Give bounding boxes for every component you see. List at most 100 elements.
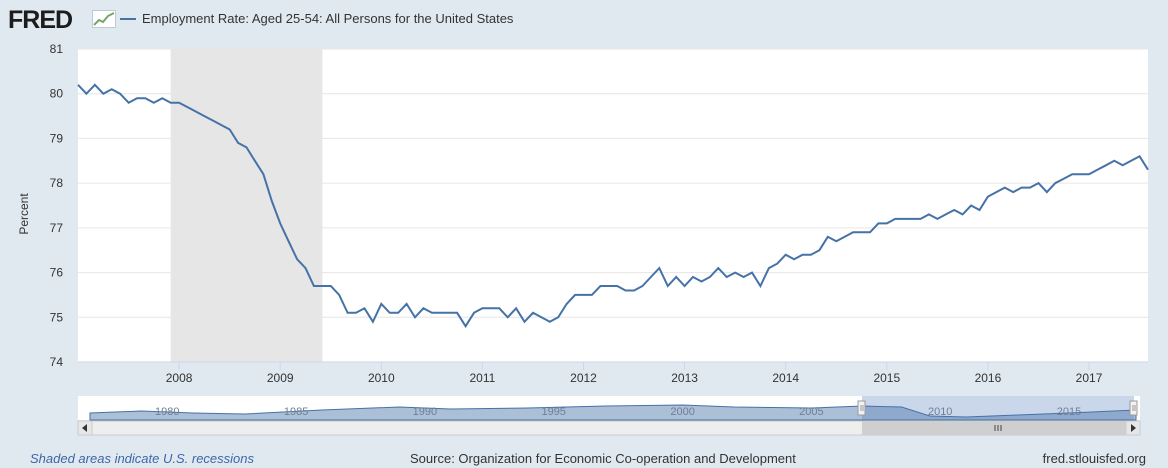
data-point[interactable] (312, 284, 316, 288)
data-point[interactable] (472, 311, 476, 315)
data-point[interactable] (379, 302, 383, 306)
data-point[interactable] (84, 92, 88, 96)
data-point[interactable] (405, 302, 409, 306)
data-point[interactable] (531, 311, 535, 315)
data-point[interactable] (826, 235, 830, 239)
data-point[interactable] (354, 311, 358, 315)
data-point[interactable] (750, 271, 754, 275)
data-point[interactable] (961, 212, 965, 216)
data-point[interactable] (716, 266, 720, 270)
data-point[interactable] (135, 96, 139, 100)
data-point[interactable] (396, 311, 400, 315)
data-point[interactable] (245, 145, 249, 149)
data-point[interactable] (1037, 181, 1041, 185)
data-point[interactable] (565, 302, 569, 306)
data-point[interactable] (447, 311, 451, 315)
data-point[interactable] (775, 262, 779, 266)
data-point[interactable] (506, 315, 510, 319)
data-point[interactable] (1129, 159, 1133, 163)
data-point[interactable] (523, 320, 527, 324)
data-point[interactable] (202, 114, 206, 118)
data-point[interactable] (1028, 186, 1032, 190)
data-point[interactable] (641, 284, 645, 288)
data-point[interactable] (143, 96, 147, 100)
data-point[interactable] (590, 293, 594, 297)
data-point[interactable] (615, 284, 619, 288)
data-point[interactable] (893, 217, 897, 221)
data-point[interactable] (860, 230, 864, 234)
data-point[interactable] (725, 275, 729, 279)
data-point[interactable] (270, 199, 274, 203)
data-point[interactable] (700, 280, 704, 284)
data-point[interactable] (919, 217, 923, 221)
data-point[interactable] (1146, 168, 1150, 172)
data-point[interactable] (952, 208, 956, 212)
left-arrow-icon[interactable] (77, 420, 93, 436)
data-point[interactable] (514, 306, 518, 310)
data-point[interactable] (1020, 186, 1024, 190)
data-point[interactable] (304, 266, 308, 270)
data-point[interactable] (598, 284, 602, 288)
data-point[interactable] (76, 83, 80, 87)
data-point[interactable] (1087, 172, 1091, 176)
data-point[interactable] (809, 253, 813, 257)
data-point[interactable] (101, 92, 105, 96)
data-point[interactable] (186, 105, 190, 109)
data-point[interactable] (219, 123, 223, 127)
data-point[interactable] (152, 101, 156, 105)
data-point[interactable] (876, 221, 880, 225)
data-point[interactable] (683, 284, 687, 288)
data-point[interactable] (607, 284, 611, 288)
data-point[interactable] (236, 141, 240, 145)
data-point[interactable] (758, 284, 762, 288)
data-point[interactable] (851, 230, 855, 234)
data-point[interactable] (455, 311, 459, 315)
data-point[interactable] (261, 172, 265, 176)
data-point[interactable] (1112, 159, 1116, 163)
site-link[interactable]: fred.stlouisfed.org (1042, 451, 1146, 466)
data-point[interactable] (978, 208, 982, 212)
data-point[interactable] (253, 159, 257, 163)
data-point[interactable] (1079, 172, 1083, 176)
data-point[interactable] (430, 311, 434, 315)
data-point[interactable] (388, 311, 392, 315)
data-point[interactable] (421, 306, 425, 310)
data-point[interactable] (371, 320, 375, 324)
data-point[interactable] (464, 324, 468, 328)
data-point[interactable] (674, 275, 678, 279)
data-point[interactable] (1003, 186, 1007, 190)
data-point[interactable] (480, 306, 484, 310)
data-point[interactable] (169, 101, 173, 105)
data-point[interactable] (910, 217, 914, 221)
data-point[interactable] (489, 306, 493, 310)
data-point[interactable] (556, 315, 560, 319)
fred-logo[interactable]: FRED (8, 6, 73, 34)
data-point[interactable] (497, 306, 501, 310)
data-point[interactable] (287, 239, 291, 243)
data-point[interactable] (817, 248, 821, 252)
data-point[interactable] (666, 284, 670, 288)
data-point[interactable] (1095, 168, 1099, 172)
data-point[interactable] (649, 275, 653, 279)
data-point[interactable] (902, 217, 906, 221)
data-point[interactable] (691, 275, 695, 279)
data-point[interactable] (320, 284, 324, 288)
data-point[interactable] (742, 275, 746, 279)
data-point[interactable] (708, 275, 712, 279)
data-point[interactable] (927, 212, 931, 216)
data-point[interactable] (363, 306, 367, 310)
data-point[interactable] (733, 271, 737, 275)
data-point[interactable] (93, 83, 97, 87)
data-point[interactable] (539, 315, 543, 319)
data-point[interactable] (573, 293, 577, 297)
data-point[interactable] (792, 257, 796, 261)
data-point[interactable] (801, 253, 805, 257)
data-point[interactable] (1045, 190, 1049, 194)
data-point[interactable] (278, 221, 282, 225)
data-point[interactable] (118, 92, 122, 96)
data-point[interactable] (1121, 163, 1125, 167)
data-point[interactable] (160, 96, 164, 100)
data-point[interactable] (767, 266, 771, 270)
data-point[interactable] (868, 230, 872, 234)
data-point[interactable] (1011, 190, 1015, 194)
